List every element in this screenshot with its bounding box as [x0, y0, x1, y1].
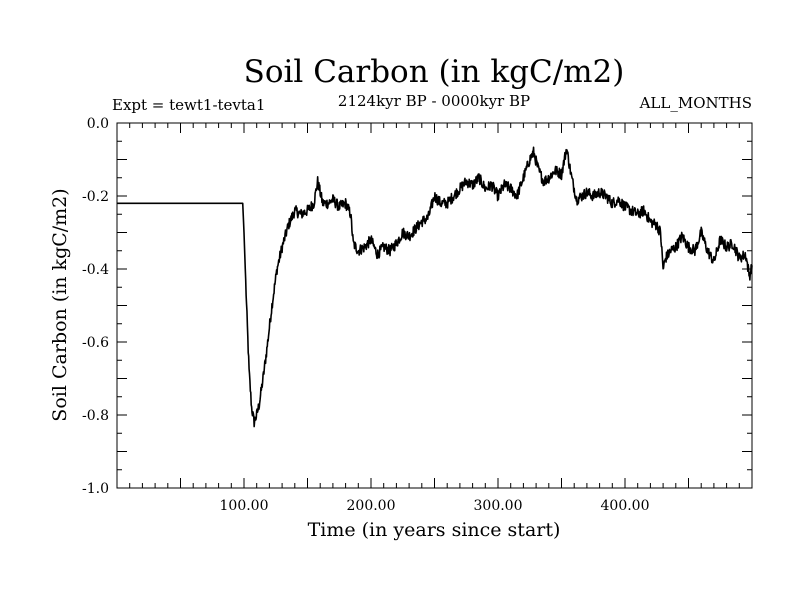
- x-tick-label: 400.00: [601, 498, 650, 514]
- y-tick-label: -0.6: [82, 335, 109, 351]
- months-label: ALL_MONTHS: [639, 94, 752, 112]
- period-label: 2124kyr BP - 0000kyr BP: [338, 92, 530, 110]
- y-tick-label: -1.0: [82, 481, 109, 497]
- y-tick-label: -0.4: [82, 262, 109, 278]
- y-tick-label: 0.0: [87, 116, 109, 132]
- axis-ticks: [117, 123, 752, 488]
- x-tick-label: 200.00: [347, 498, 396, 514]
- chart-title: Soil Carbon (in kgC/m2): [244, 54, 625, 90]
- x-axis-label: Time (in years since start): [308, 519, 561, 541]
- series-line: [116, 146, 753, 428]
- experiment-label: Expt = tewt1-tevta1: [112, 96, 265, 114]
- series-group: [116, 146, 753, 428]
- y-axis-label: Soil Carbon (in kgC/m2): [49, 188, 71, 421]
- x-tick-label: 300.00: [474, 498, 523, 514]
- plot-frame: [116, 122, 753, 489]
- y-tick-label: -0.2: [82, 189, 109, 205]
- y-tick-label: -0.8: [82, 408, 109, 424]
- x-tick-label: 100.00: [220, 498, 269, 514]
- tick-labels: 100.00 200.00 300.00 400.00 0.0 -0.2 -0.4 -0.6 -…: [82, 116, 650, 514]
